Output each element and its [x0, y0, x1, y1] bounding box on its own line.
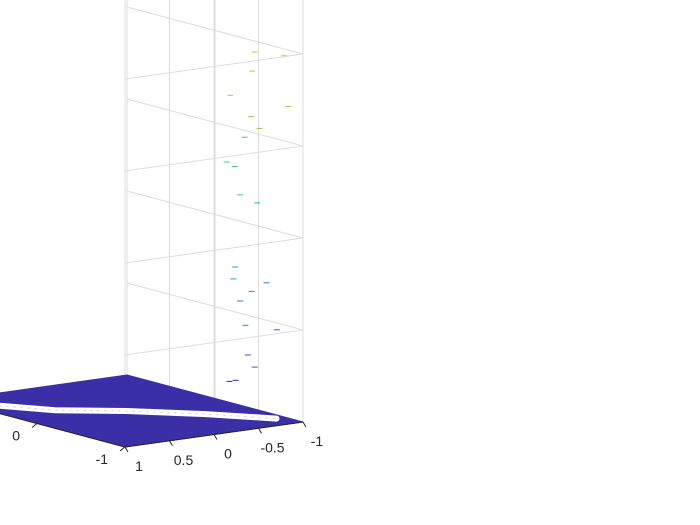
tick-labels: 02040608010012010-110.50-0.5-1 [12, 428, 324, 475]
y-tick-label: -1 [96, 451, 109, 467]
axes-lines [0, 413, 307, 453]
y-tick-mark [119, 446, 126, 452]
x-tick-mark [258, 428, 262, 434]
x-tick-mark [302, 421, 307, 428]
spike-marks [223, 51, 292, 382]
surface [0, 374, 304, 448]
x-tick-label: 1 [135, 458, 143, 474]
y-tick-mark [31, 423, 38, 428]
x-tick-mark [124, 446, 129, 453]
x-tick-mark [169, 440, 173, 447]
ridge-texture [0, 405, 277, 420]
x-tick-label: -1 [311, 433, 324, 449]
y-tick-label: 0 [12, 428, 20, 444]
x-tick-mark [213, 434, 218, 440]
x-tick-label: 0.5 [174, 452, 194, 468]
x-tick-label: 0 [224, 446, 232, 462]
axes-grid [0, 0, 304, 448]
x-tick-label: -0.5 [260, 439, 284, 455]
